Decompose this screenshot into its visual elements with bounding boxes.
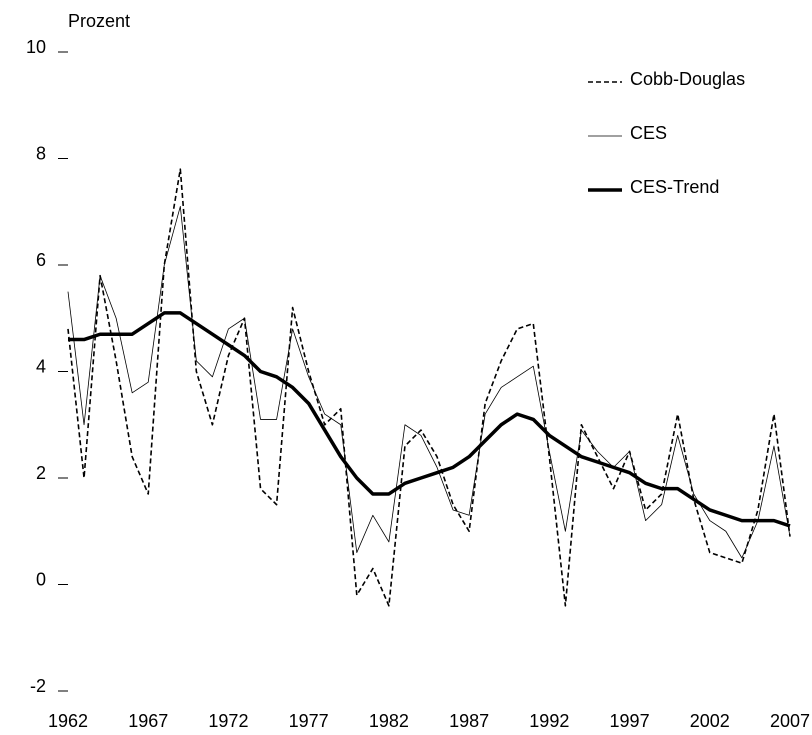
y-tick-label: 4 <box>36 356 46 376</box>
x-tick-label: 1992 <box>529 711 569 731</box>
x-tick-label: 2007 <box>770 711 810 731</box>
y-tick-label: -2 <box>30 676 46 696</box>
series-line <box>67 168 791 607</box>
legend-label: CES <box>630 123 667 143</box>
x-tick-label: 1972 <box>208 711 248 731</box>
series-line <box>67 206 791 559</box>
x-tick-label: 1982 <box>369 711 409 731</box>
x-tick-label: 2002 <box>690 711 730 731</box>
y-tick-label: 8 <box>36 143 46 163</box>
legend-label: Cobb-Douglas <box>630 69 745 89</box>
x-tick-label: 1987 <box>449 711 489 731</box>
x-tick-label: 1997 <box>610 711 650 731</box>
legend-label: CES-Trend <box>630 177 719 197</box>
y-tick-label: 2 <box>36 463 46 483</box>
y-tick-label: 10 <box>26 37 46 57</box>
series-line <box>68 311 791 528</box>
x-tick-label: 1977 <box>289 711 329 731</box>
x-tick-label: 1967 <box>128 711 168 731</box>
y-axis-label: Prozent <box>68 11 130 31</box>
y-tick-label: 0 <box>36 569 46 589</box>
x-tick-label: 1962 <box>48 711 88 731</box>
y-tick-label: 6 <box>36 250 46 270</box>
